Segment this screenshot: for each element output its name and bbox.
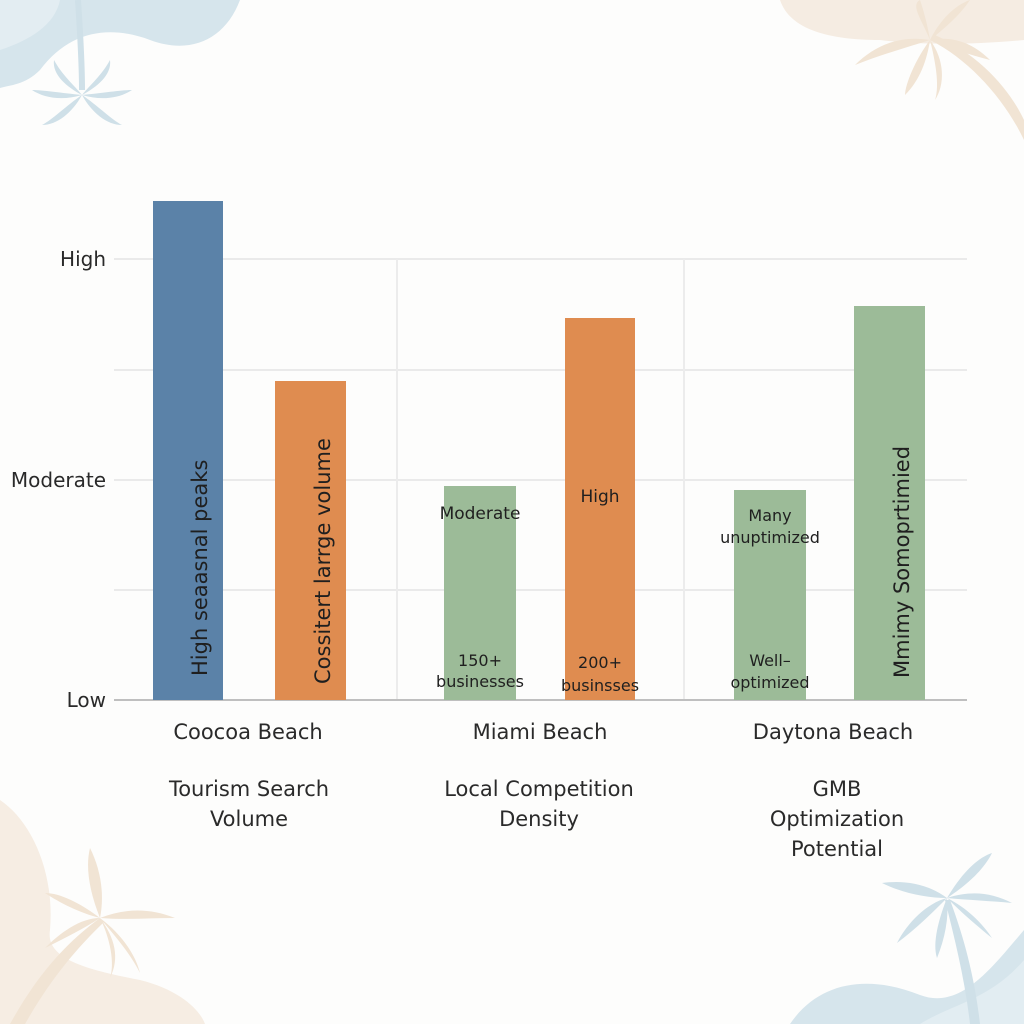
- x-category-miami-beach: Miami Beach: [472, 720, 608, 744]
- bar-label-bottom-line1: Well–: [749, 651, 791, 670]
- bar-label-bottom-line1: 150+: [458, 651, 502, 670]
- bar-label-top-line2: unuptimized: [720, 528, 820, 547]
- metric-line2: Potential: [791, 837, 883, 861]
- palm-decoration-top-right: [780, 0, 1024, 140]
- bar-label-bottom-line1: 200+: [578, 653, 622, 672]
- bar-label-bottom-line2: optimized: [730, 673, 810, 692]
- bar-daytona-gmb-high: Mmimy Somoprtimied: [854, 306, 925, 700]
- metric-line2: Volume: [209, 807, 289, 831]
- bar-label: Cossitert larrge volume: [310, 438, 335, 684]
- bar-label: Mmimy Somoprtimied: [889, 445, 914, 678]
- gridline-high: [114, 258, 967, 260]
- bar-miami-competition-high: High 200+ businsses: [561, 318, 639, 700]
- x-metric-tourism-search-volume: Tourism Search Volume: [169, 774, 329, 834]
- bar-label-bottom-line2: businsses: [560, 676, 640, 695]
- x-category-cocoa-beach: Coocoa Beach: [173, 720, 323, 744]
- y-tick-moderate: Moderate: [10, 468, 106, 492]
- bar-daytona-gmb-low: Many unuptimized Well– optimized: [720, 490, 820, 700]
- gridline-moderate: [114, 479, 967, 481]
- group-divider: [683, 259, 685, 700]
- metric-line1: GMB Optimization: [769, 777, 905, 831]
- bar-cocoa-volume: Cossitert larrge volume: [275, 381, 346, 700]
- y-tick-low: Low: [66, 688, 106, 712]
- gridline: [114, 369, 967, 371]
- bar-label-top: High: [580, 487, 620, 507]
- bar-label: High seaasnal peaks: [188, 459, 212, 676]
- x-axis-line: [114, 699, 967, 701]
- metric-line1: Local Competition: [444, 777, 634, 801]
- x-metric-gmb-optimization-potential: GMB Optimization Potential: [744, 774, 931, 864]
- bar-label-top-line1: Many: [748, 506, 792, 525]
- palm-decoration-bottom-left: [0, 800, 205, 1024]
- x-metric-local-competition-density: Local Competition Density: [444, 774, 634, 834]
- gridline: [114, 589, 967, 591]
- bar-miami-competition-moderate: Moderate 150+ businesses: [436, 486, 524, 700]
- group-divider: [396, 259, 398, 700]
- palm-decoration-top-left: [0, 0, 240, 125]
- bar-label-bottom-line2: businesses: [436, 672, 524, 691]
- metric-line1: Tourism Search: [168, 777, 330, 801]
- metric-line2: Density: [499, 807, 579, 831]
- y-tick-high: High: [60, 247, 106, 271]
- x-category-daytona-beach: Daytona Beach: [752, 720, 914, 744]
- palm-decoration-bottom-right: [790, 853, 1024, 1024]
- bar-label-top: Moderate: [439, 504, 521, 524]
- bar-cocoa-tourism: High seaasnal peaks: [153, 201, 223, 700]
